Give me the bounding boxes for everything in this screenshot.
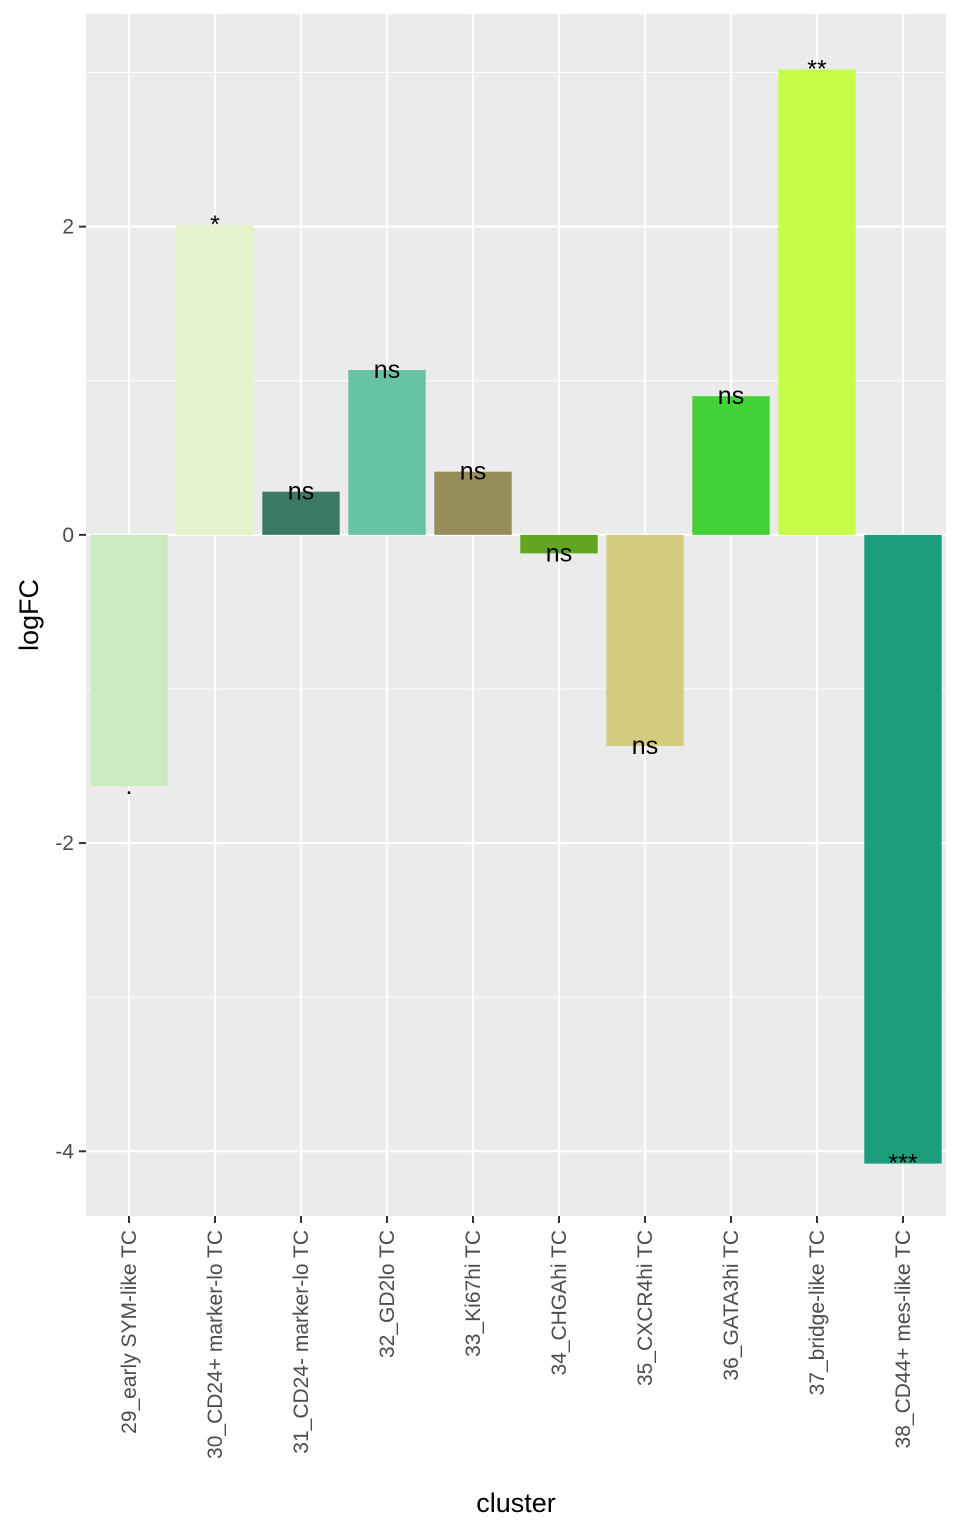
bar-label: ns bbox=[374, 356, 400, 384]
y-axis-title: logFC bbox=[14, 579, 44, 651]
bar bbox=[262, 491, 340, 535]
bar-label: *** bbox=[888, 1150, 917, 1178]
x-tick-label: 35_CXCR4hi TC bbox=[634, 1230, 657, 1386]
bar bbox=[520, 534, 598, 554]
x-tick-label: 33_Ki67hi TC bbox=[462, 1230, 485, 1357]
y-tick-label: 2 bbox=[62, 216, 74, 239]
bar bbox=[864, 534, 942, 1164]
bars bbox=[90, 69, 942, 1164]
bar bbox=[90, 534, 168, 787]
bar bbox=[692, 396, 770, 535]
x-tick-label: 36_GATA3hi TC bbox=[720, 1230, 743, 1381]
x-axis: 29_early SYM-like TC 30_CD24+ marker-lo T… bbox=[118, 1216, 915, 1459]
bar-label: ** bbox=[807, 55, 827, 83]
y-tick-label: 0 bbox=[62, 524, 74, 547]
bar-label: ns bbox=[460, 458, 486, 486]
bar-label: . bbox=[126, 772, 133, 800]
x-axis-title: cluster bbox=[476, 1488, 556, 1518]
x-tick-label: 31_CD24- marker-lo TC bbox=[290, 1230, 313, 1454]
bar-label: * bbox=[210, 211, 220, 239]
y-tick-label: -2 bbox=[55, 832, 74, 855]
x-tick-label: 34_CHGAhi TC bbox=[548, 1230, 571, 1376]
y-axis: -4 -2 0 2 bbox=[55, 216, 86, 1163]
x-tick-label: 38_CD44+ mes-like TC bbox=[892, 1230, 915, 1448]
y-tick-label: -4 bbox=[55, 1140, 74, 1163]
bar bbox=[348, 369, 426, 535]
x-tick-label: 30_CD24+ marker-lo TC bbox=[204, 1230, 227, 1459]
x-tick-label: 32_GD2lo TC bbox=[376, 1230, 399, 1358]
x-tick-label: 37_bridge-like TC bbox=[806, 1230, 829, 1395]
bar bbox=[176, 225, 254, 535]
bar-label: ns bbox=[546, 539, 572, 567]
bar-label: ns bbox=[632, 732, 658, 760]
bar-label: ns bbox=[288, 478, 314, 506]
bar-label: ns bbox=[718, 382, 744, 410]
x-tick-label: 29_early SYM-like TC bbox=[118, 1230, 141, 1434]
bar bbox=[606, 534, 684, 746]
bar bbox=[434, 471, 512, 535]
bar bbox=[778, 69, 856, 535]
